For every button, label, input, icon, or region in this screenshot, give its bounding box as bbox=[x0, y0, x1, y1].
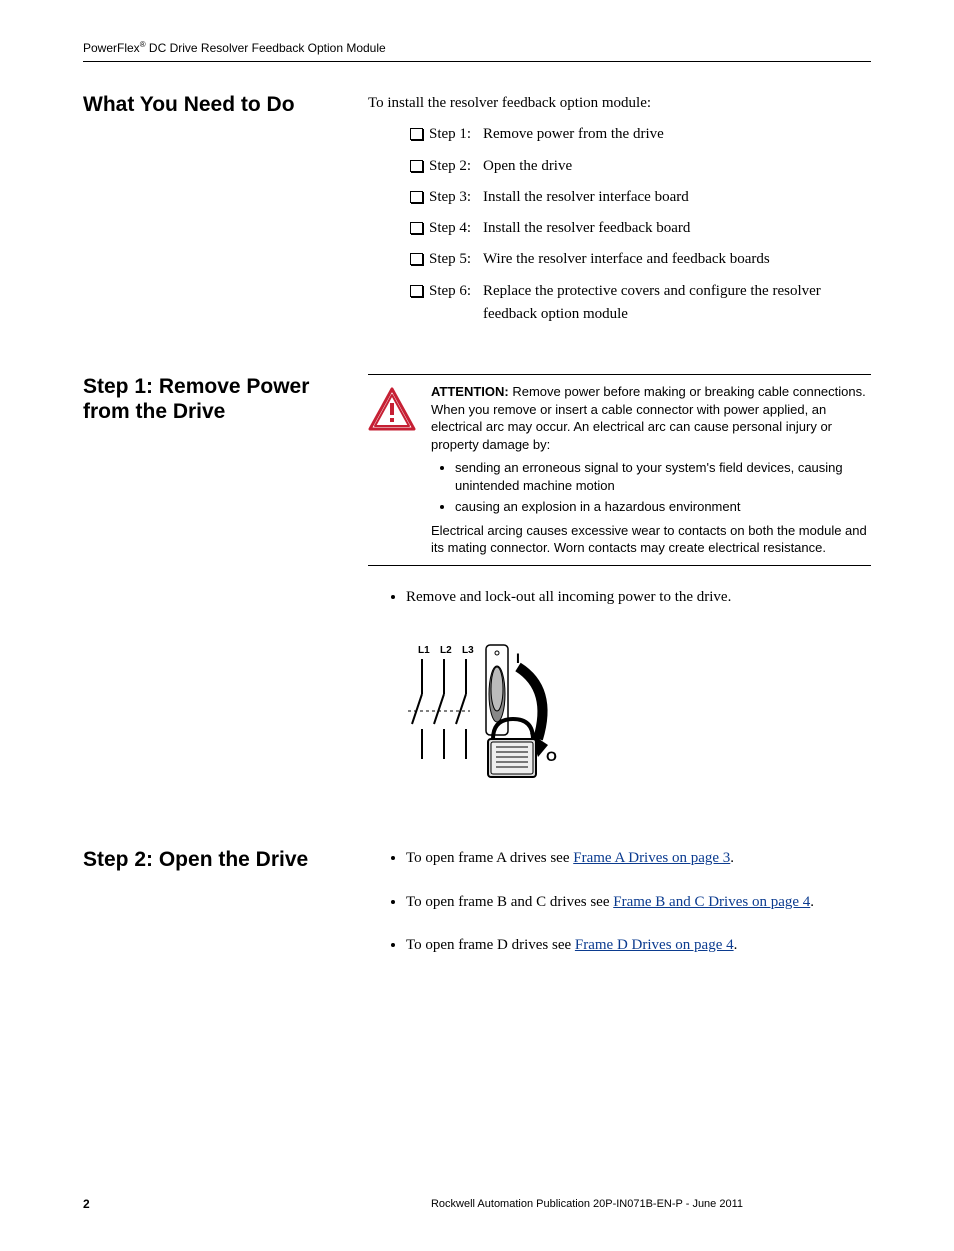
frame-a-link[interactable]: Frame A Drives on page 3 bbox=[573, 850, 730, 866]
step-text: Replace the protective covers and config… bbox=[483, 280, 871, 327]
step-text: Open the drive bbox=[483, 155, 871, 178]
figure-label-out: O bbox=[546, 748, 557, 764]
item-post: . bbox=[730, 850, 734, 866]
attention-bullets: sending an erroneous signal to your syst… bbox=[431, 459, 871, 516]
step-label: Step 2: bbox=[429, 155, 483, 178]
lockout-figure: L1 L2 L3 bbox=[398, 639, 871, 807]
step-text: Wire the resolver interface and feedback… bbox=[483, 248, 871, 271]
step-label: Step 4: bbox=[429, 217, 483, 240]
header-product-prefix: PowerFlex bbox=[83, 41, 140, 55]
page-number: 2 bbox=[83, 1197, 303, 1211]
checkbox-icon bbox=[410, 253, 423, 265]
item-post: . bbox=[734, 937, 738, 953]
item-pre: To open frame A drives see bbox=[406, 850, 573, 866]
section-title-what-you-need: What You Need to Do bbox=[83, 92, 368, 117]
figure-label-l1: L1 bbox=[418, 645, 430, 656]
checklist-item: Step 6: Replace the protective covers an… bbox=[368, 280, 871, 327]
checkbox-icon bbox=[410, 285, 423, 297]
checkbox-icon bbox=[410, 160, 423, 172]
step2-item: To open frame D drives see Frame D Drive… bbox=[406, 934, 871, 957]
step-label: Step 6: bbox=[429, 280, 483, 303]
action-list: Remove and lock-out all incoming power t… bbox=[368, 586, 871, 609]
step-label: Step 3: bbox=[429, 186, 483, 209]
frame-d-link[interactable]: Frame D Drives on page 4 bbox=[575, 937, 734, 953]
attention-bullet: causing an explosion in a hazardous envi… bbox=[455, 498, 871, 516]
attention-label: ATTENTION: bbox=[431, 384, 509, 399]
step-label: Step 5: bbox=[429, 248, 483, 271]
steps-checklist: Step 1: Remove power from the drive Step… bbox=[368, 123, 871, 326]
section-step1: Step 1: Remove Power from the Drive ATTE… bbox=[83, 374, 871, 807]
checkbox-icon bbox=[410, 128, 423, 140]
step2-item: To open frame A drives see Frame A Drive… bbox=[406, 847, 871, 870]
checklist-item: Step 5: Wire the resolver interface and … bbox=[368, 248, 871, 271]
item-post: . bbox=[810, 894, 814, 910]
step-label: Step 1: bbox=[429, 123, 483, 146]
warning-icon bbox=[368, 383, 423, 439]
step2-list: To open frame A drives see Frame A Drive… bbox=[368, 847, 871, 957]
checklist-item: Step 2: Open the drive bbox=[368, 155, 871, 178]
checkbox-icon bbox=[410, 222, 423, 234]
publication-info: Rockwell Automation Publication 20P-IN07… bbox=[303, 1198, 871, 1210]
section-what-you-need: What You Need to Do To install the resol… bbox=[83, 92, 871, 334]
header-rule bbox=[83, 61, 871, 62]
checklist-item: Step 4: Install the resolver feedback bo… bbox=[368, 217, 871, 240]
checklist-item: Step 1: Remove power from the drive bbox=[368, 123, 871, 146]
figure-label-in: I bbox=[516, 650, 520, 666]
step-text: Remove power from the drive bbox=[483, 123, 871, 146]
section-title-step2: Step 2: Open the Drive bbox=[83, 847, 368, 872]
step-text: Install the resolver interface board bbox=[483, 186, 871, 209]
figure-label-l3: L3 bbox=[462, 645, 474, 656]
page-footer: 2 Rockwell Automation Publication 20P-IN… bbox=[83, 1197, 871, 1211]
intro-text: To install the resolver feedback option … bbox=[368, 92, 871, 115]
action-bullet: Remove and lock-out all incoming power t… bbox=[406, 586, 871, 609]
item-pre: To open frame D drives see bbox=[406, 937, 575, 953]
attention-outro: Electrical arcing causes excessive wear … bbox=[431, 522, 871, 557]
section-title-step1: Step 1: Remove Power from the Drive bbox=[83, 374, 368, 424]
step2-item: To open frame B and C drives see Frame B… bbox=[406, 891, 871, 914]
header-product-suffix: DC Drive Resolver Feedback Option Module bbox=[146, 41, 386, 55]
step-text: Install the resolver feedback board bbox=[483, 217, 871, 240]
figure-label-l2: L2 bbox=[440, 645, 452, 656]
checklist-item: Step 3: Install the resolver interface b… bbox=[368, 186, 871, 209]
frame-bc-link[interactable]: Frame B and C Drives on page 4 bbox=[613, 894, 810, 910]
attention-bullet: sending an erroneous signal to your syst… bbox=[455, 459, 871, 494]
item-pre: To open frame B and C drives see bbox=[406, 894, 613, 910]
checkbox-icon bbox=[410, 191, 423, 203]
attention-box: ATTENTION: Remove power before making or… bbox=[368, 374, 871, 566]
page-header: PowerFlex® DC Drive Resolver Feedback Op… bbox=[83, 40, 871, 55]
section-step2: Step 2: Open the Drive To open frame A d… bbox=[83, 847, 871, 977]
